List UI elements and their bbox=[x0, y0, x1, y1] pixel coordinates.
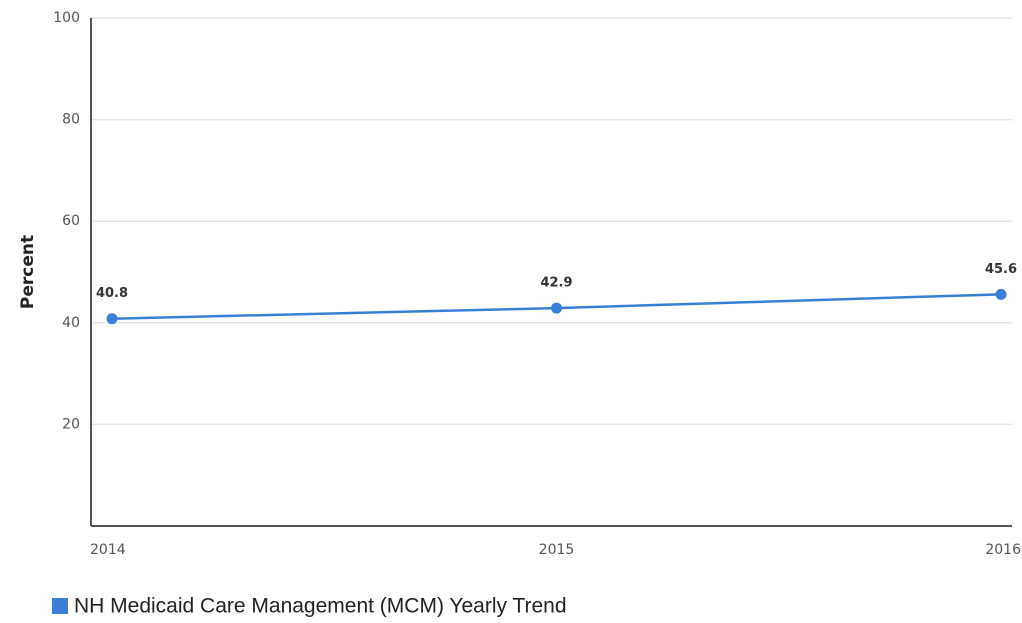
point bbox=[106, 313, 118, 325]
y-tick-label: 40 bbox=[62, 315, 80, 331]
point bbox=[551, 302, 562, 314]
y-axis-label: Percent bbox=[18, 235, 38, 309]
x-tick-label: 2015 bbox=[539, 542, 575, 558]
data-label: 45.6 bbox=[985, 262, 1017, 277]
legend-label: NH Medicaid Care Management (MCM) Yearly… bbox=[74, 595, 567, 618]
y-tick-label: 20 bbox=[62, 416, 80, 432]
y-tick-label: 100 bbox=[53, 10, 80, 26]
legend-swatch bbox=[52, 598, 68, 614]
x-tick-label: 2014 bbox=[90, 542, 126, 558]
point bbox=[995, 288, 1007, 300]
y-tick-label: 60 bbox=[62, 213, 80, 229]
data-label: 42.9 bbox=[540, 276, 572, 291]
y-tick-label: 80 bbox=[62, 112, 80, 128]
x-tick-label: 2016 bbox=[985, 542, 1021, 558]
data-label: 40.8 bbox=[96, 286, 128, 301]
